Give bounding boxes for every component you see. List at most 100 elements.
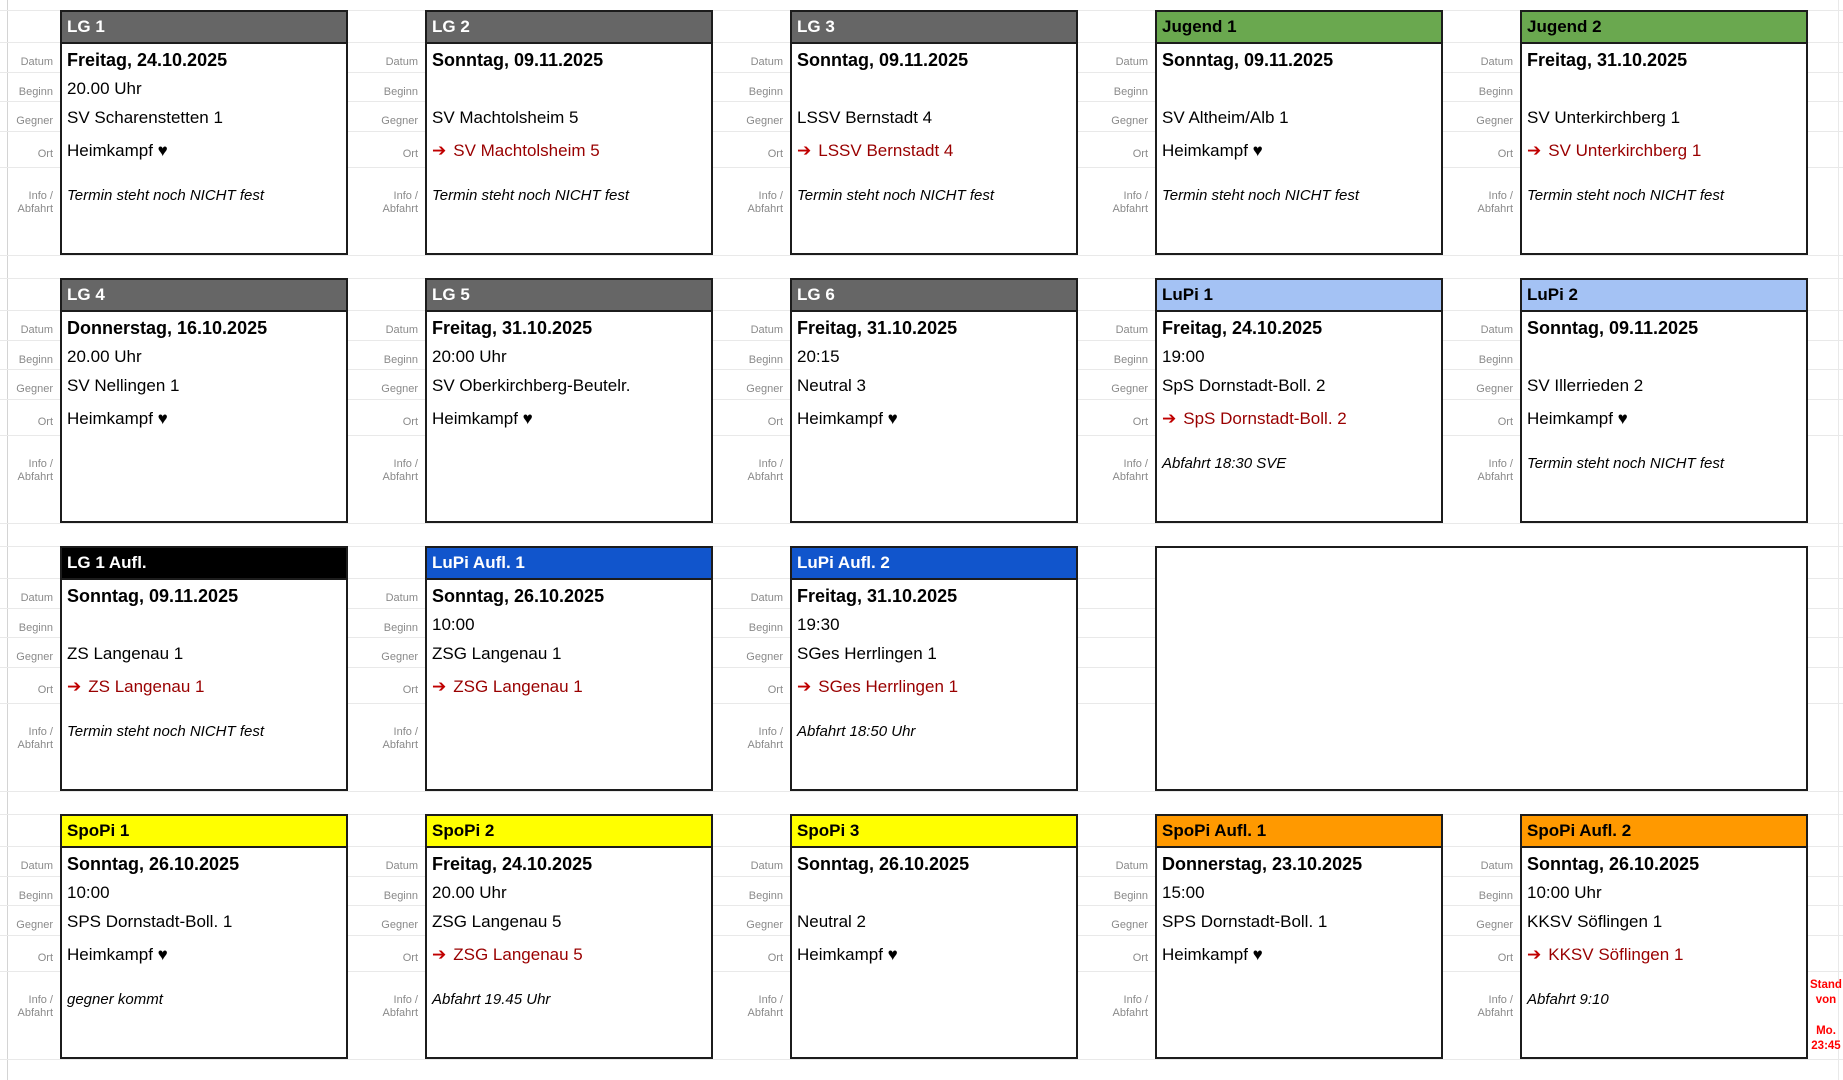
- match-start-time: 20:15: [797, 347, 840, 366]
- label-info-line2: Abfahrt: [17, 471, 53, 483]
- away-arrow-icon: ➔: [432, 141, 447, 160]
- match-location[interactable]: ➔ ZS Langenau 1: [62, 669, 346, 705]
- match-start-time: 15:00: [1162, 883, 1205, 902]
- label-ort: Ort: [402, 148, 418, 160]
- label-ort: Ort: [1132, 416, 1148, 428]
- match-info-note: Abfahrt 18:50 Uhr: [797, 723, 916, 740]
- label-beginn: Beginn: [1478, 354, 1513, 366]
- gridline: [0, 255, 1843, 256]
- label-beginn: Beginn: [383, 354, 418, 366]
- match-date: Sonntag, 26.10.2025: [797, 854, 970, 874]
- match-card-cell: Datum Beginn Gegner Ort Info / Abfahrt S…: [0, 814, 348, 1059]
- label-datum: Datum: [20, 592, 53, 604]
- team-name-header: LuPi 2: [1522, 280, 1806, 312]
- away-location-link[interactable]: SV Unterkirchberg 1: [1548, 141, 1702, 160]
- gridline: [0, 523, 1843, 524]
- match-location[interactable]: ➔ LSSV Bernstadt 4: [792, 133, 1076, 169]
- field-label-gutter: Datum Beginn Gegner Ort Info / Abfahrt: [1093, 814, 1150, 1059]
- team-name-header: LG 4: [62, 280, 346, 312]
- label-beginn: Beginn: [1113, 354, 1148, 366]
- label-info-line1: Info /: [758, 994, 783, 1006]
- opponent-name: SV Nellingen 1: [67, 376, 180, 395]
- match-start-time: 10:00 Uhr: [1527, 883, 1602, 902]
- label-gegner: Gegner: [16, 383, 53, 395]
- label-info-line2: Abfahrt: [17, 1007, 53, 1019]
- away-location-link[interactable]: SpS Dornstadt-Boll. 2: [1183, 409, 1347, 428]
- label-info-abfahrt: Info / Abfahrt: [748, 726, 783, 752]
- label-info-abfahrt: Info / Abfahrt: [1478, 190, 1513, 216]
- label-info-line1: Info /: [393, 994, 418, 1006]
- label-datum: Datum: [1480, 324, 1513, 336]
- match-location[interactable]: ➔ SpS Dornstadt-Boll. 2: [1157, 401, 1441, 437]
- team-name-header: LG 6: [792, 280, 1076, 312]
- match-location[interactable]: ➔ KKSV Söflingen 1: [1522, 937, 1806, 973]
- label-info-line2: Abfahrt: [382, 471, 418, 483]
- away-location-link[interactable]: SGes Herrlingen 1: [818, 677, 959, 696]
- label-info-line2: Abfahrt: [1477, 471, 1513, 483]
- away-location-link[interactable]: LSSV Bernstadt 4: [818, 141, 954, 160]
- match-location[interactable]: ➔ ZSG Langenau 5: [427, 937, 711, 973]
- last-updated-note: Stand von Mo. 23:45: [1809, 978, 1843, 1054]
- opponent-name: SGes Herrlingen 1: [797, 644, 937, 663]
- label-beginn: Beginn: [1478, 890, 1513, 902]
- label-ort: Ort: [767, 148, 783, 160]
- match-card: SpoPi 3 Sonntag, 26.10.2025 Neutral 2 He…: [790, 814, 1078, 1059]
- label-gegner: Gegner: [1111, 919, 1148, 931]
- label-beginn: Beginn: [383, 890, 418, 902]
- label-info-abfahrt: Info / Abfahrt: [18, 458, 53, 484]
- label-info-line1: Info /: [393, 726, 418, 738]
- match-card-cell: Datum Beginn Gegner Ort Info / Abfahrt L…: [728, 546, 1078, 791]
- empty-schedule-panel: [1155, 546, 1808, 791]
- field-label-gutter: Datum Beginn Gegner Ort Info / Abfahrt: [728, 10, 785, 255]
- label-datum: Datum: [385, 592, 418, 604]
- label-info-abfahrt: Info / Abfahrt: [383, 994, 418, 1020]
- label-info-line1: Info /: [28, 994, 53, 1006]
- label-gegner: Gegner: [16, 651, 53, 663]
- label-gegner: Gegner: [16, 919, 53, 931]
- label-info-abfahrt: Info / Abfahrt: [748, 458, 783, 484]
- match-date: Freitag, 31.10.2025: [432, 318, 593, 338]
- label-info-abfahrt: Info / Abfahrt: [1478, 994, 1513, 1020]
- label-info-line1: Info /: [1123, 994, 1148, 1006]
- match-date: Sonntag, 09.11.2025: [797, 50, 969, 70]
- match-date: Donnerstag, 23.10.2025: [1162, 854, 1363, 874]
- match-location[interactable]: ➔ SV Unterkirchberg 1: [1522, 133, 1806, 169]
- away-location-link[interactable]: KKSV Söflingen 1: [1548, 945, 1684, 964]
- away-location-link[interactable]: ZSG Langenau 1: [453, 677, 583, 696]
- away-location-link[interactable]: ZSG Langenau 5: [453, 945, 583, 964]
- match-location[interactable]: ➔ ZSG Langenau 1: [427, 669, 711, 705]
- label-info-abfahrt: Info / Abfahrt: [1113, 458, 1148, 484]
- match-start-time: 20.00 Uhr: [67, 79, 142, 98]
- label-datum: Datum: [750, 56, 783, 68]
- match-location[interactable]: ➔ SGes Herrlingen 1: [792, 669, 1076, 705]
- field-label-gutter: Datum Beginn Gegner Ort Info / Abfahrt: [363, 278, 420, 523]
- opponent-name: SpS Dornstadt-Boll. 2: [1162, 376, 1326, 395]
- team-name-header: LG 1: [62, 12, 346, 44]
- label-info-line2: Abfahrt: [382, 739, 418, 751]
- team-name-header: Jugend 1: [1157, 12, 1441, 44]
- match-date: Freitag, 24.10.2025: [432, 854, 593, 874]
- opponent-name: KKSV Söflingen 1: [1527, 912, 1663, 931]
- label-gegner: Gegner: [1111, 115, 1148, 127]
- team-name-header: SpoPi 1: [62, 816, 346, 848]
- away-location-link[interactable]: SV Machtolsheim 5: [453, 141, 600, 160]
- team-name-header: SpoPi 3: [792, 816, 1076, 848]
- label-info-line1: Info /: [1123, 458, 1148, 470]
- match-start-time: [1522, 342, 1806, 371]
- match-card: SpoPi Aufl. 2 Sonntag, 26.10.2025 10:00 …: [1520, 814, 1808, 1059]
- away-location-link[interactable]: ZS Langenau 1: [88, 677, 205, 696]
- team-name-header: LG 3: [792, 12, 1076, 44]
- match-start-time: [1157, 74, 1441, 103]
- team-name-header: LG 1 Aufl.: [62, 548, 346, 580]
- label-ort: Ort: [37, 952, 53, 964]
- field-label-gutter: Datum Beginn Gegner Ort Info / Abfahrt: [1458, 278, 1515, 523]
- opponent-name: SV Illerrieden 2: [1527, 376, 1644, 395]
- label-beginn: Beginn: [748, 890, 783, 902]
- opponent-name: ZS Langenau 1: [67, 644, 184, 663]
- match-date: Sonntag, 26.10.2025: [432, 586, 605, 606]
- match-location[interactable]: ➔ SV Machtolsheim 5: [427, 133, 711, 169]
- match-info-note: Termin steht noch NICHT fest: [797, 187, 995, 204]
- opponent-name: Neutral 2: [797, 912, 866, 931]
- label-info-line1: Info /: [758, 458, 783, 470]
- label-gegner: Gegner: [746, 651, 783, 663]
